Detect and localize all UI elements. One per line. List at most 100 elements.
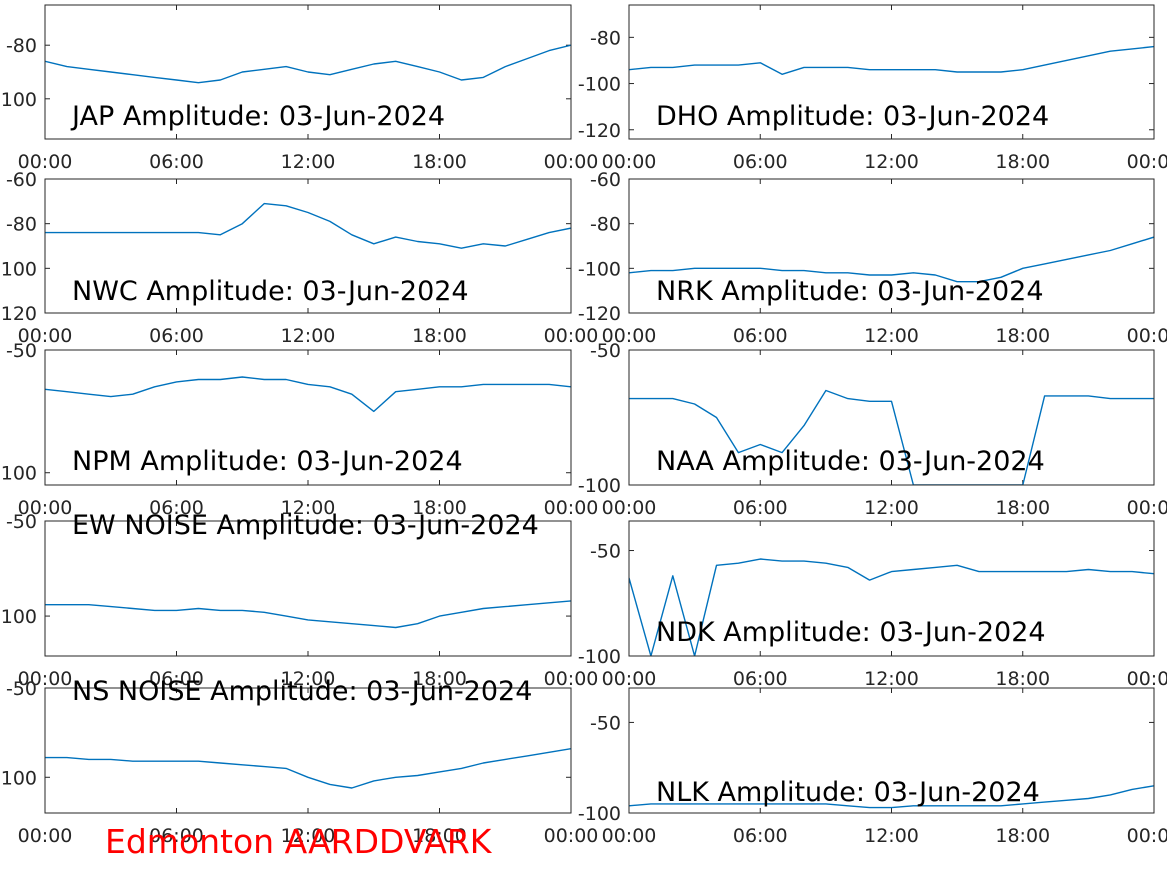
x-tick-label: 18:00 — [412, 497, 467, 519]
data-line — [45, 600, 571, 629]
x-tick-label: 06:00 — [149, 151, 204, 173]
data-line — [629, 558, 1154, 656]
panel: -100 -50 00:00 06:00 12:00 18:00 00:00 NPM Ampl… — [0, 340, 598, 519]
y-tick-label: -100 — [0, 767, 37, 789]
y-tick-label: -80 — [6, 214, 37, 236]
plot-area — [45, 376, 571, 413]
x-tick-label: 00:00 — [544, 325, 599, 347]
panel: -120 -100 -80 -60 00:00 06:00 12:00 18:00 00:00 N… — [0, 169, 598, 347]
panel-title: NLK Amplitude: 03-Jun-2024 — [656, 777, 1040, 808]
x-tick-label: 12:00 — [281, 825, 336, 847]
x-tick-label: 00:00 — [544, 668, 599, 690]
axes-background — [45, 179, 571, 313]
y-tick-label: -120 — [578, 303, 621, 325]
x-tick-label: 00:00 — [544, 825, 599, 847]
panels: -100 -80 00:00 06:00 12:00 18:00 00:00 JAP Ampl… — [0, 4, 1167, 847]
x-tick-label: 00:00 — [602, 825, 657, 847]
y-tick-label: -50 — [6, 340, 37, 362]
axes-frame — [44, 178, 572, 314]
plot-area — [45, 202, 571, 249]
y-tick-label: -100 — [578, 475, 621, 497]
x-tick-label: 06:00 — [733, 825, 788, 847]
x-tick-label: 12:00 — [864, 825, 919, 847]
y-tick-label: -50 — [6, 678, 37, 700]
y-tick-label: -100 — [0, 89, 37, 111]
axes-background — [45, 688, 571, 813]
y-tick-label: -50 — [590, 712, 621, 734]
x-tick-label: 18:00 — [995, 325, 1050, 347]
panel-title: NS NOISE Amplitude: 03-Jun-2024 — [72, 676, 532, 707]
plot-area — [629, 45, 1154, 75]
data-line — [45, 202, 571, 249]
x-tick-label: 12:00 — [281, 151, 336, 173]
x-tick-label: 06:00 — [149, 325, 204, 347]
x-tick-label: 06:00 — [733, 151, 788, 173]
y-tick-label: -60 — [590, 169, 621, 191]
panel-title: JAP Amplitude: 03-Jun-2024 — [70, 101, 445, 132]
plot-area — [45, 748, 571, 789]
y-tick-label: -60 — [6, 169, 37, 191]
data-line — [629, 45, 1154, 75]
x-tick-label: 18:00 — [412, 825, 467, 847]
x-tick-label: 12:00 — [281, 325, 336, 347]
axes-background — [629, 688, 1154, 813]
panel: -120 -100 -80 -60 00:00 06:00 12:00 18:00 00:00 N… — [578, 169, 1167, 347]
x-tick-label: 18:00 — [412, 668, 467, 690]
y-tick-label: -80 — [6, 35, 37, 57]
x-tick-label: 00:00 — [602, 497, 657, 519]
data-line — [629, 389, 1154, 485]
data-line — [629, 236, 1154, 283]
y-tick-label: -100 — [0, 606, 37, 628]
x-tick-label: 00:00 — [1127, 825, 1167, 847]
y-tick-label: -100 — [0, 463, 37, 485]
axes-frame — [44, 349, 572, 486]
plot-area — [45, 44, 571, 84]
x-tick-label: 18:00 — [995, 668, 1050, 690]
x-tick-label: 06:00 — [149, 497, 204, 519]
x-tick-label: 06:00 — [733, 668, 788, 690]
data-line — [45, 748, 571, 789]
x-tick-label: 18:00 — [995, 497, 1050, 519]
x-tick-label: 00:00 — [1127, 497, 1167, 519]
y-tick-label: -100 — [578, 258, 621, 280]
axes-background — [629, 5, 1154, 139]
panel: -100 -50 00:00 06:00 12:00 18:00 00:00 NLK Ampl… — [578, 687, 1167, 847]
y-tick-label: -100 — [578, 74, 621, 96]
panel-title: NWC Amplitude: 03-Jun-2024 — [72, 276, 469, 307]
x-tick-label: 06:00 — [149, 825, 204, 847]
plot-area — [629, 389, 1154, 485]
axes-background — [45, 350, 571, 485]
axes-frame — [628, 520, 1155, 657]
panel-title: NPM Amplitude: 03-Jun-2024 — [72, 446, 463, 477]
x-tick-label: 12:00 — [281, 497, 336, 519]
data-line — [45, 376, 571, 413]
x-tick-label: 18:00 — [412, 151, 467, 173]
axes-background — [629, 521, 1154, 656]
plot-area — [45, 600, 571, 629]
x-tick-label: 00:00 — [544, 151, 599, 173]
y-tick-label: -50 — [6, 511, 37, 533]
x-tick-label: 00:00 — [602, 668, 657, 690]
x-tick-label: 00:00 — [544, 497, 599, 519]
x-tick-label: 18:00 — [412, 325, 467, 347]
x-tick-label: 12:00 — [864, 668, 919, 690]
panel: -100 -50 00:00 06:00 12:00 18:00 00:00 NAA Ampl… — [578, 340, 1167, 519]
panel-title: DHO Amplitude: 03-Jun-2024 — [656, 101, 1049, 132]
y-tick-label: -50 — [590, 340, 621, 362]
panel-title: EW NOISE Amplitude: 03-Jun-2024 — [72, 510, 539, 541]
axes-background — [629, 179, 1154, 313]
y-tick-label: -80 — [590, 27, 621, 49]
y-tick-label: -120 — [0, 303, 37, 325]
x-tick-label: 12:00 — [864, 325, 919, 347]
x-tick-label: 00:00 — [1127, 668, 1167, 690]
panel-title: NDK Amplitude: 03-Jun-2024 — [656, 617, 1046, 648]
y-tick-label: -50 — [590, 541, 621, 563]
x-tick-label: 06:00 — [733, 497, 788, 519]
y-tick-label: -80 — [590, 214, 621, 236]
x-tick-label: 12:00 — [864, 151, 919, 173]
x-tick-label: 00:00 — [602, 325, 657, 347]
x-tick-label: 12:00 — [281, 668, 336, 690]
panel: -100 -50 00:00 06:00 12:00 18:00 00:00 NDK Ampl… — [578, 520, 1167, 690]
axes-frame — [44, 520, 572, 657]
panel: -100 -50 00:00 06:00 12:00 18:00 00:00 NS NOISE… — [0, 676, 598, 847]
